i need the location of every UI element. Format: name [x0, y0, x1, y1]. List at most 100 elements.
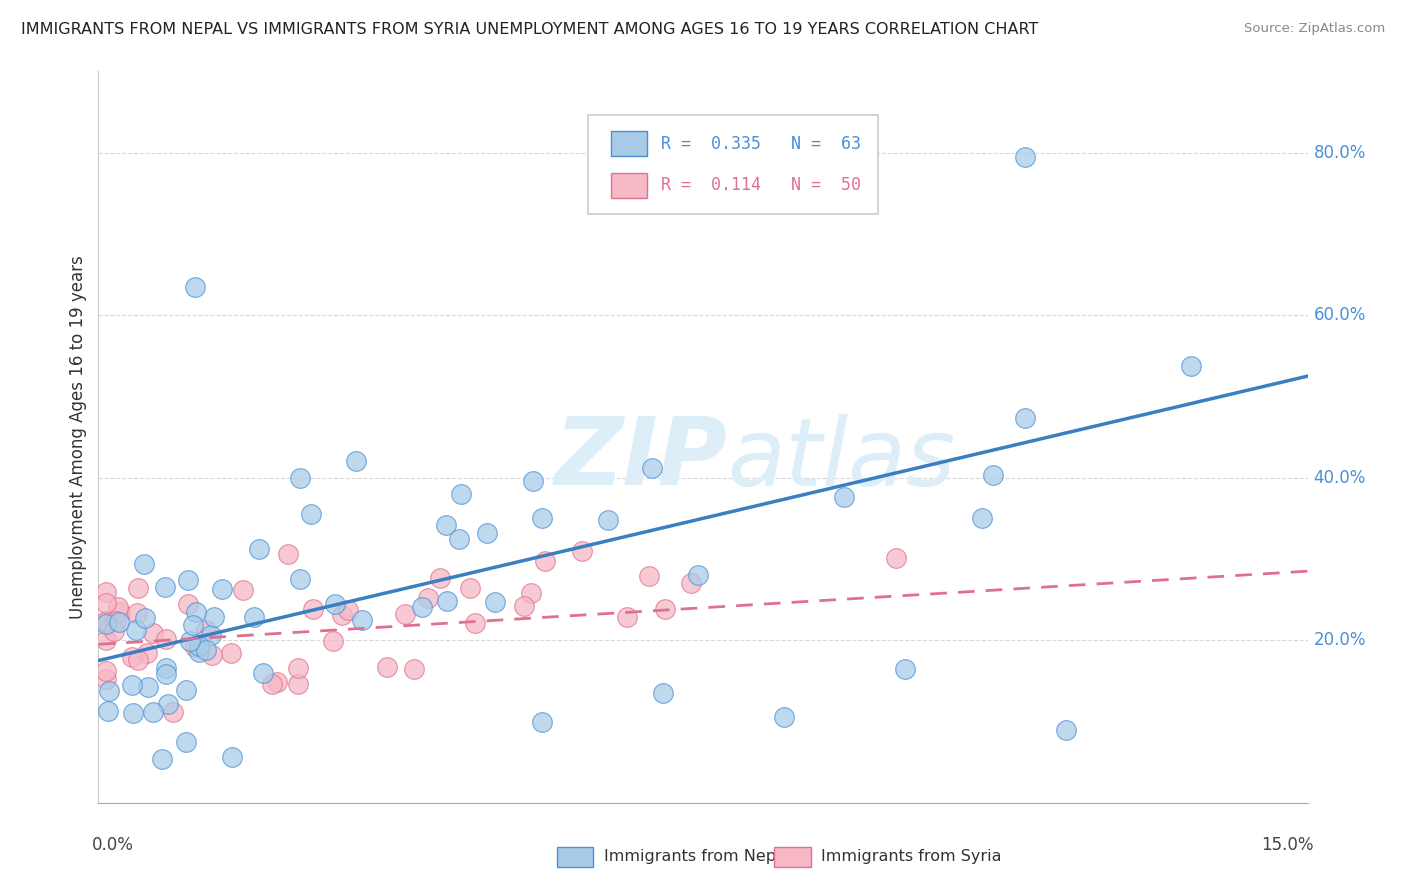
Point [176, 573, 198, 587]
Y-axis label: Unemployment Among Ages 16 to 19 years: Unemployment Among Ages 16 to 19 years [69, 255, 87, 619]
Point [184, 640, 207, 654]
FancyBboxPatch shape [612, 173, 647, 198]
Point [260, 677, 283, 691]
Text: 40.0%: 40.0% [1313, 468, 1367, 487]
Text: Immigrants from Syria: Immigrants from Syria [821, 849, 1002, 864]
Point [96, 632, 118, 647]
Point [654, 602, 676, 616]
Point [156, 697, 179, 711]
Point [181, 617, 204, 632]
Text: 60.0%: 60.0% [1313, 306, 1367, 324]
Point [596, 513, 619, 527]
Point [1014, 150, 1036, 164]
Point [411, 599, 433, 614]
Point [436, 593, 458, 607]
Point [96, 614, 118, 628]
Point [530, 714, 553, 729]
Point [103, 624, 125, 638]
Point [429, 571, 451, 585]
Point [832, 490, 855, 504]
Point [449, 532, 471, 546]
Point [104, 614, 127, 628]
Point [287, 660, 309, 674]
Point [519, 586, 541, 600]
Point [418, 591, 440, 606]
Point [616, 610, 638, 624]
Text: Immigrants from Nepal: Immigrants from Nepal [603, 849, 790, 864]
Point [970, 511, 993, 525]
Point [530, 511, 553, 525]
Point [534, 554, 557, 568]
Point [252, 666, 274, 681]
Point [1014, 411, 1036, 425]
Point [394, 607, 416, 621]
Point [323, 597, 346, 611]
Point [884, 550, 907, 565]
Point [96, 672, 118, 686]
Point [162, 705, 184, 719]
Point [132, 558, 155, 572]
Point [464, 616, 486, 631]
Point [188, 645, 211, 659]
Point [266, 674, 288, 689]
Point [641, 461, 664, 475]
Point [136, 646, 159, 660]
Text: IMMIGRANTS FROM NEPAL VS IMMIGRANTS FROM SYRIA UNEMPLOYMENT AMONG AGES 16 TO 19 : IMMIGRANTS FROM NEPAL VS IMMIGRANTS FROM… [21, 22, 1039, 37]
Point [981, 468, 1004, 483]
Point [893, 662, 915, 676]
Point [352, 613, 374, 627]
Point [174, 683, 197, 698]
Point [108, 605, 131, 619]
Point [96, 617, 118, 632]
Point [107, 600, 129, 615]
Point [211, 582, 233, 596]
Point [287, 677, 309, 691]
Point [571, 544, 593, 558]
FancyBboxPatch shape [588, 115, 879, 214]
Point [1054, 723, 1077, 737]
FancyBboxPatch shape [557, 847, 593, 867]
Text: Source: ZipAtlas.com: Source: ZipAtlas.com [1244, 22, 1385, 36]
Point [96, 596, 118, 610]
Point [122, 706, 145, 720]
Point [96, 585, 118, 599]
Point [232, 582, 254, 597]
FancyBboxPatch shape [612, 131, 647, 156]
Text: 80.0%: 80.0% [1313, 144, 1367, 161]
Point [184, 279, 207, 293]
Point [121, 650, 143, 665]
Text: 20.0%: 20.0% [1313, 632, 1367, 649]
Point [96, 615, 118, 629]
Text: 15.0%: 15.0% [1261, 836, 1313, 854]
Point [177, 597, 200, 611]
Point [221, 750, 243, 764]
Point [155, 660, 177, 674]
Point [1180, 359, 1202, 374]
Point [136, 680, 159, 694]
Point [299, 507, 322, 521]
Point [150, 751, 173, 765]
Point [155, 666, 177, 681]
Point [377, 660, 399, 674]
Text: ZIP: ZIP [554, 413, 727, 505]
Point [322, 634, 344, 648]
Point [344, 454, 367, 468]
Point [153, 580, 176, 594]
Point [686, 568, 709, 582]
Point [436, 518, 458, 533]
Point [772, 710, 794, 724]
Point [134, 611, 156, 625]
Point [219, 646, 242, 660]
FancyBboxPatch shape [775, 847, 811, 867]
Point [125, 624, 148, 638]
Point [179, 634, 201, 648]
Point [638, 569, 661, 583]
Point [513, 599, 536, 613]
Point [121, 678, 143, 692]
Point [155, 632, 177, 647]
Point [651, 686, 673, 700]
Point [404, 662, 426, 676]
Point [96, 664, 118, 678]
Point [484, 595, 506, 609]
Text: R =  0.114   N =  50: R = 0.114 N = 50 [661, 177, 860, 194]
